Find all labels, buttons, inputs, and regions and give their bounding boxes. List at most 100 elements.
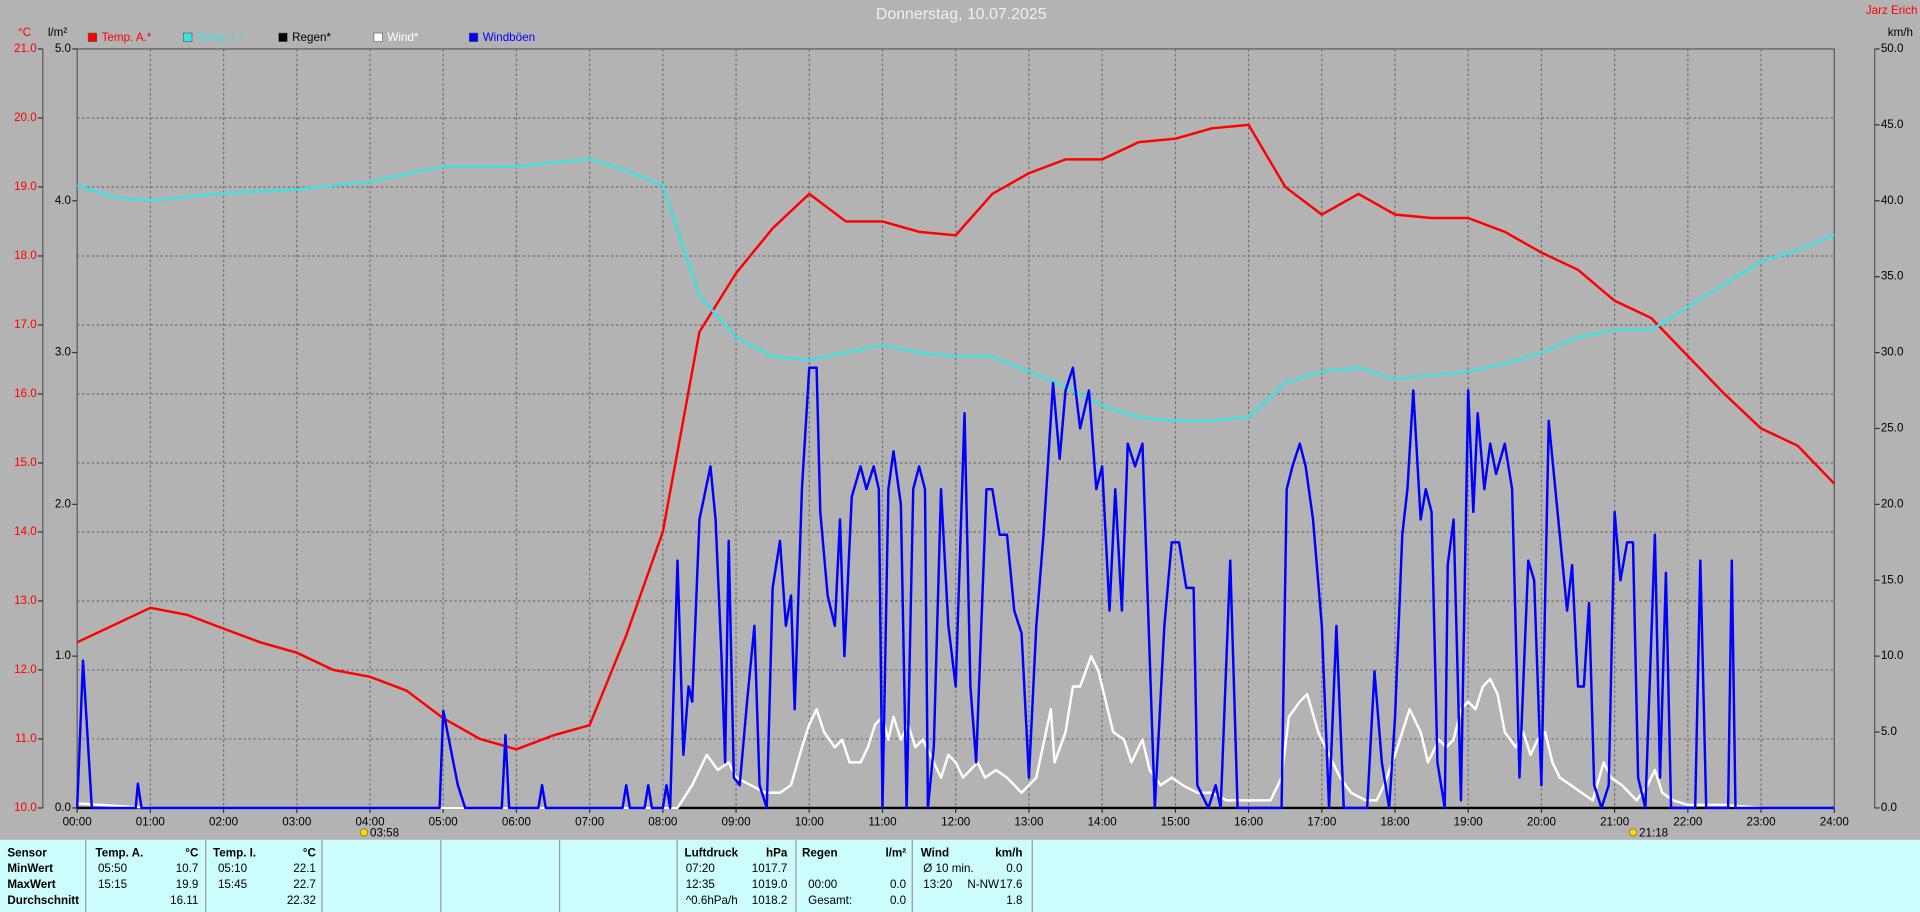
stats-header: Regen [802,846,838,859]
stats-cell: 1018.2 [752,894,788,907]
stats-row-label: Durchschnitt [7,894,79,907]
stats-header: l/m² [885,846,906,859]
legend-label: Temp. I.* [197,31,243,44]
x-tick-label: 24:00 [1820,816,1850,829]
y4-tick-label: 5.0 [1881,725,1898,738]
x-tick-label: 00:00 [63,816,93,829]
stats-cell: 07:20 [686,862,716,875]
stats-cell: 15:15 [98,878,127,891]
y-tick-label: 20.0 [14,111,37,124]
y-tick-label: 16.0 [14,387,37,400]
stats-cell: 12:35 [686,878,715,891]
y2-tick-label: 2.0 [55,497,72,510]
stats-cell: 10.7 [176,862,199,875]
stats-cell: 05:50 [98,862,128,875]
stats-cell: 19.9 [176,878,199,891]
y4-tick-label: 40.0 [1881,194,1904,207]
stats-header: °C [185,846,199,859]
legend-swatch [373,32,383,42]
x-tick-label: 14:00 [1088,816,1118,829]
legend-label: Regen* [292,31,331,44]
y-tick-label: 15.0 [14,456,37,469]
y-tick-label: 13.0 [14,594,37,607]
stats-cell: 00:00 [808,878,838,891]
stats-cell: ^0.6hPa/h [686,894,738,907]
stats-cell: 22.1 [293,862,316,875]
y2-tick-label: 0.0 [55,801,72,814]
sunrise-label: 03:58 [370,827,399,840]
y4-unit: km/h [1888,26,1913,39]
stats-cell: 16.11 [170,894,198,907]
y-tick-label: 17.0 [14,318,37,331]
y-unit: °C [18,26,31,39]
y4-tick-label: 45.0 [1881,118,1904,131]
stats-header: km/h [995,846,1022,859]
y-tick-label: 11.0 [15,732,37,745]
legend-swatch [468,32,479,42]
stats-cell: 05:10 [218,862,248,875]
stats-header: °C [303,846,317,859]
series-line [76,123,1836,751]
stats-cell: 0.0 [1006,862,1023,875]
stats-cell: N-NW [967,878,999,891]
x-tick-label: 05:00 [429,816,459,829]
stats-header: Sensor [7,846,47,859]
sun-icon [359,828,368,837]
x-tick-label: 04:00 [355,816,385,829]
chart-title: Donnerstag, 10.07.2025 [876,6,1047,23]
y2-tick-label: 4.0 [55,194,72,207]
y2-tick-label: 5.0 [55,42,72,55]
x-tick-label: 18:00 [1380,816,1410,829]
stats-cell: 15:45 [218,878,247,891]
legend-swatch [87,32,98,42]
background [0,0,1920,840]
legend-swatch [183,32,193,42]
x-tick-label: 17:00 [1307,816,1337,829]
y-tick-label: 12.0 [14,663,37,676]
x-tick-label: 02:00 [209,816,239,829]
x-tick-label: 19:00 [1454,816,1484,829]
y4-tick-label: 10.0 [1881,649,1904,662]
x-tick-label: 06:00 [502,816,532,829]
legend-label: Windböen [483,31,535,44]
stats-panel [0,839,1920,912]
x-tick-label: 21:00 [1600,816,1630,829]
x-tick-label: 15:00 [1161,816,1191,829]
stats-row-label: MinWert [7,862,53,875]
x-tick-label: 23:00 [1747,816,1777,829]
stats-cell: 1019.0 [752,878,788,891]
x-tick-label: 01:00 [136,816,166,829]
legend-label: Temp. A.* [102,31,152,44]
series-lines [75,123,1836,810]
stats-cell: 22.32 [287,894,316,907]
stats-cell: 17.6 [1000,878,1023,891]
grid [37,48,1880,813]
x-tick-label: 08:00 [648,816,678,829]
stats-cell: Ø 10 min. [923,862,973,875]
stats-header: Wind [921,846,949,859]
legend-swatch [278,32,288,42]
y-tick-label: 14.0 [14,525,37,538]
y4-tick-label: 50.0 [1881,42,1904,55]
y-tick-label: 18.0 [14,249,37,262]
author: Jarz Erich [1866,4,1918,17]
series-line [77,654,1835,810]
stats-header: Luftdruck [684,846,738,859]
x-tick-label: 10:00 [795,816,825,829]
stats-cell: 0.0 [890,894,907,907]
x-tick-label: 11:00 [868,816,897,829]
y4-tick-label: 0.0 [1881,801,1898,814]
stats-cell: 1017.7 [752,862,788,875]
y-tick-label: 21.0 [14,42,37,55]
stats-header: Temp. A. [96,846,144,859]
x-tick-label: 16:00 [1234,816,1264,829]
y2-tick-label: 3.0 [55,346,72,359]
x-tick-label: 13:00 [1014,816,1044,829]
y4-tick-label: 15.0 [1881,573,1904,586]
y2-unit: l/m² [48,26,67,39]
y4-tick-label: 20.0 [1881,497,1904,510]
y-tick-label: 10.0 [14,801,37,814]
y4-tick-label: 25.0 [1881,422,1904,435]
